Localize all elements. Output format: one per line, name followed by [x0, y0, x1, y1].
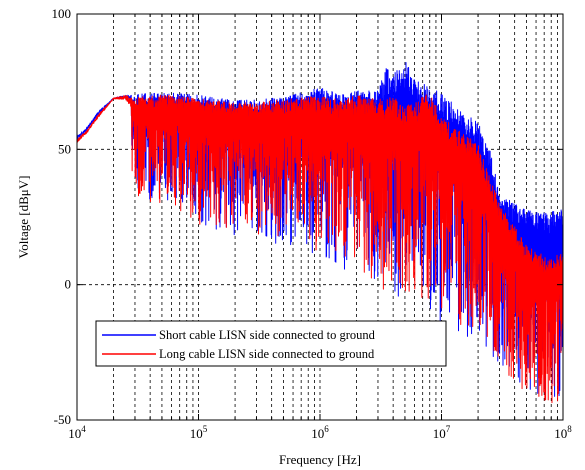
x-tick-label: 107: [433, 424, 451, 441]
legend-entry-short-cable: Short cable LISN side connected to groun…: [159, 328, 376, 342]
x-tick-base: 10: [554, 426, 567, 441]
x-tick-base: 10: [311, 426, 324, 441]
y-tick-label: 0: [65, 277, 72, 292]
axis-ticks: [76, 13, 564, 421]
x-tick-exponent: 7: [446, 424, 451, 434]
x-tick-exponent: 4: [81, 424, 86, 434]
y-tick-label: -50: [54, 412, 71, 427]
y-axis-label: Voltage [dBμV]: [16, 176, 31, 259]
x-tick-exponent: 5: [203, 424, 208, 434]
x-tick-label: 104: [68, 424, 86, 441]
x-tick-exponent: 8: [567, 424, 572, 434]
x-tick-label: 105: [190, 424, 208, 441]
series-line-long-cable: [77, 94, 563, 404]
x-axis-label: Frequency [Hz]: [279, 452, 361, 467]
legend-entry-long-cable: Long cable LISN side connected to ground: [159, 347, 375, 361]
y-tick-label: 100: [52, 6, 72, 21]
x-tick-label: 108: [554, 424, 572, 441]
x-tick-base: 10: [433, 426, 446, 441]
y-tick-label: 50: [58, 141, 71, 156]
legend-box: [95, 320, 447, 367]
x-tick-exponent: 6: [324, 424, 329, 434]
legend: Short cable LISN side connected to groun…: [95, 320, 447, 367]
x-tick-base: 10: [68, 426, 81, 441]
x-tick-base: 10: [190, 426, 203, 441]
plot-area: [77, 62, 563, 404]
x-tick-label: 106: [311, 424, 329, 441]
